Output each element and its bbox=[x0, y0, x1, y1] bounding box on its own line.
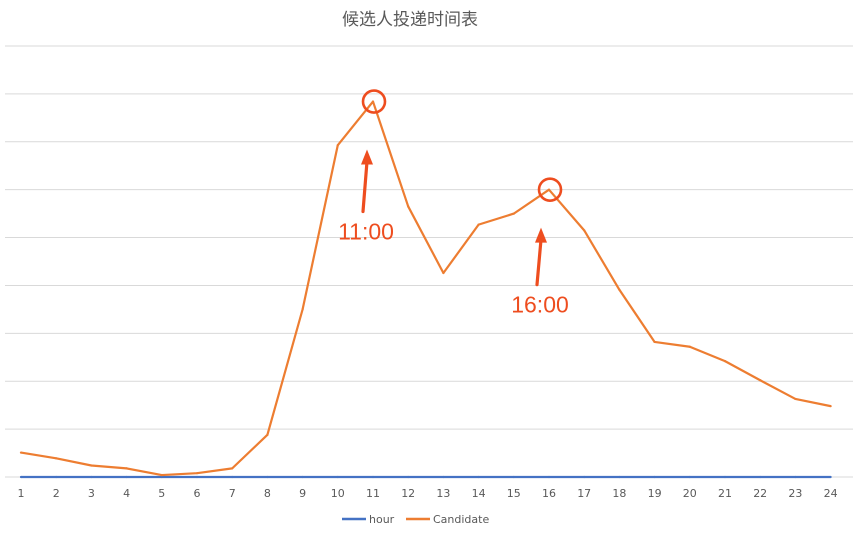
data-point-candidate bbox=[618, 288, 621, 291]
data-point-candidate bbox=[407, 205, 410, 208]
x-tick-label: 24 bbox=[824, 487, 838, 500]
x-tick-label: 12 bbox=[401, 487, 415, 500]
data-point-hour bbox=[301, 475, 304, 479]
x-tick-label: 11 bbox=[366, 487, 380, 500]
data-point-hour bbox=[336, 475, 339, 479]
data-point-hour bbox=[160, 475, 163, 479]
x-tick-label: 16 bbox=[542, 487, 556, 500]
annotation-label: 11:00 bbox=[338, 219, 394, 245]
data-point-candidate bbox=[371, 100, 375, 103]
data-point-candidate bbox=[19, 451, 23, 454]
data-point-hour bbox=[442, 475, 445, 479]
x-tick-label: 23 bbox=[788, 487, 802, 500]
peak-circle-marker bbox=[361, 89, 387, 114]
data-point-candidate bbox=[829, 405, 832, 408]
data-point-candidate bbox=[477, 223, 480, 226]
series-lines bbox=[19, 100, 832, 479]
data-point-candidate bbox=[231, 467, 234, 470]
data-point-candidate bbox=[90, 464, 93, 467]
x-tick-label: 10 bbox=[331, 487, 345, 500]
legend-label: Candidate bbox=[433, 513, 489, 526]
x-tick-label: 3 bbox=[88, 487, 95, 500]
data-point-hour bbox=[55, 475, 58, 479]
data-point-candidate bbox=[512, 212, 515, 215]
arrow-up-icon bbox=[361, 149, 373, 165]
x-tick-label: 2 bbox=[53, 487, 60, 500]
data-point-candidate bbox=[125, 467, 128, 470]
x-tick-label: 17 bbox=[577, 487, 591, 500]
legend-item-hour: hour bbox=[342, 513, 395, 526]
x-tick-label: 13 bbox=[436, 487, 450, 500]
x-tick-label: 20 bbox=[683, 487, 697, 500]
data-point-candidate bbox=[442, 271, 445, 275]
data-point-hour bbox=[195, 475, 199, 479]
data-point-hour bbox=[547, 475, 551, 479]
data-point-candidate bbox=[160, 473, 163, 477]
annotation-label: 16:00 bbox=[511, 292, 569, 318]
data-point-hour bbox=[266, 475, 269, 479]
x-tick-label: 18 bbox=[612, 487, 626, 500]
annotation-1600: 16:00 bbox=[511, 177, 569, 318]
data-point-candidate bbox=[336, 144, 339, 147]
x-tick-label: 1 bbox=[18, 487, 25, 500]
data-point-candidate bbox=[266, 433, 269, 436]
data-point-candidate bbox=[653, 340, 656, 344]
chart-title: 候选人投递时间表 bbox=[342, 10, 478, 30]
data-point-hour bbox=[477, 475, 480, 479]
peak-circle-marker bbox=[537, 177, 563, 202]
x-axis: 1 2 3 4 5 6 7 8 9 10 11 12 13 14 15 16 17 18 19 20 21 22 23 24 bbox=[18, 487, 838, 500]
data-point-hour bbox=[512, 475, 515, 479]
data-point-hour bbox=[618, 475, 621, 479]
x-tick-label: 19 bbox=[648, 487, 662, 500]
x-tick-label: 6 bbox=[194, 487, 201, 500]
x-tick-label: 21 bbox=[718, 487, 732, 500]
x-tick-label: 9 bbox=[299, 487, 306, 500]
data-point-candidate bbox=[723, 360, 727, 363]
data-point-candidate bbox=[583, 229, 586, 232]
data-point-hour bbox=[19, 475, 23, 479]
data-point-hour bbox=[125, 475, 128, 479]
arrow-shaft bbox=[535, 238, 543, 287]
legend: hour Candidate bbox=[342, 513, 489, 526]
data-point-hour bbox=[829, 475, 832, 479]
data-point-hour bbox=[723, 475, 727, 479]
x-tick-label: 5 bbox=[158, 487, 165, 500]
x-tick-label: 8 bbox=[264, 487, 271, 500]
x-tick-label: 4 bbox=[123, 487, 130, 500]
data-point-candidate bbox=[759, 379, 762, 382]
series-line-candidate bbox=[20, 100, 831, 477]
gridlines bbox=[5, 45, 853, 478]
data-point-hour bbox=[231, 475, 234, 479]
data-point-hour bbox=[90, 475, 93, 479]
legend-item-candidate: Candidate bbox=[406, 513, 489, 526]
data-point-candidate bbox=[301, 308, 304, 311]
data-point-candidate bbox=[55, 457, 58, 460]
x-tick-label: 14 bbox=[472, 487, 486, 500]
data-point-hour bbox=[794, 475, 797, 479]
annotation-1100: 11:00 bbox=[338, 89, 394, 245]
arrow-shaft bbox=[361, 159, 369, 214]
data-point-hour bbox=[407, 475, 410, 479]
data-point-hour bbox=[371, 475, 375, 479]
x-tick-label: 22 bbox=[753, 487, 767, 500]
data-point-hour bbox=[688, 475, 691, 479]
data-point-hour bbox=[653, 475, 656, 479]
annotations: 11:00 16:00 bbox=[338, 89, 569, 318]
data-point-candidate bbox=[547, 188, 551, 191]
data-point-candidate bbox=[195, 472, 199, 475]
data-point-candidate bbox=[688, 345, 691, 348]
data-point-hour bbox=[583, 475, 586, 479]
data-point-candidate bbox=[794, 397, 797, 401]
x-tick-label: 15 bbox=[507, 487, 521, 500]
arrow-up-icon bbox=[535, 227, 547, 243]
data-point-hour bbox=[759, 475, 762, 479]
legend-label: hour bbox=[369, 513, 395, 526]
x-tick-label: 7 bbox=[229, 487, 236, 500]
